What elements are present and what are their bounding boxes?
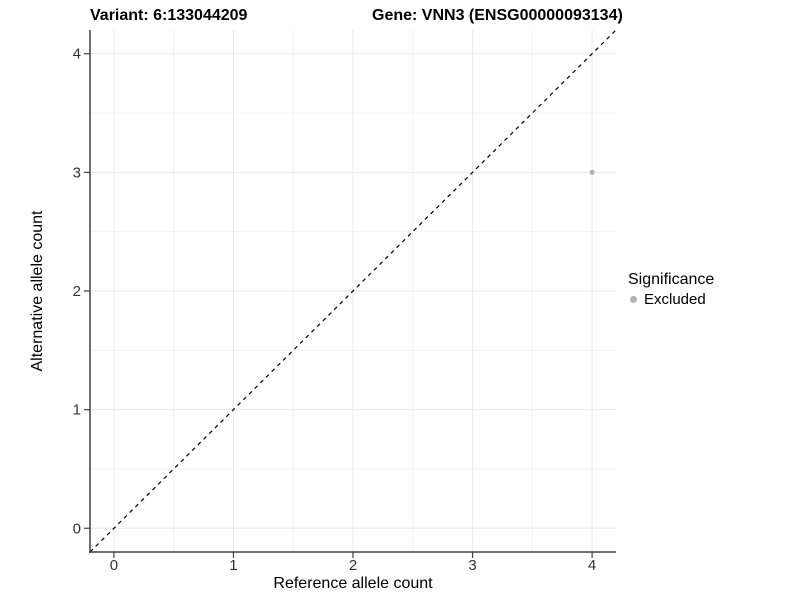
x-tick-label: 4: [588, 557, 596, 574]
legend-point-icon: [630, 296, 637, 303]
y-tick-label: 2: [73, 283, 81, 300]
gene-title: Gene: VNN3 (ENSG00000093134): [372, 7, 623, 24]
x-tick-label: 0: [110, 557, 118, 574]
legend-title: Significance: [628, 271, 715, 288]
x-tick-label: 3: [468, 557, 476, 574]
y-tick-label: 3: [73, 164, 81, 181]
y-tick-label: 0: [73, 520, 81, 537]
y-tick-label: 1: [73, 402, 81, 419]
x-tick-label: 1: [229, 557, 237, 574]
legend: Significance Excluded: [628, 270, 714, 309]
legend-item-excluded: Excluded: [628, 290, 714, 309]
variant-title: Variant: 6:133044209: [90, 7, 248, 24]
y-tick-label: 4: [73, 46, 81, 63]
x-axis-title: Reference allele count: [273, 575, 433, 592]
x-tick-label: 2: [349, 557, 357, 574]
identity-line: [89, 29, 617, 553]
data-point: [589, 169, 595, 175]
legend-item-label: Excluded: [644, 291, 706, 308]
y-axis-title: Alternative allele count: [29, 210, 46, 372]
